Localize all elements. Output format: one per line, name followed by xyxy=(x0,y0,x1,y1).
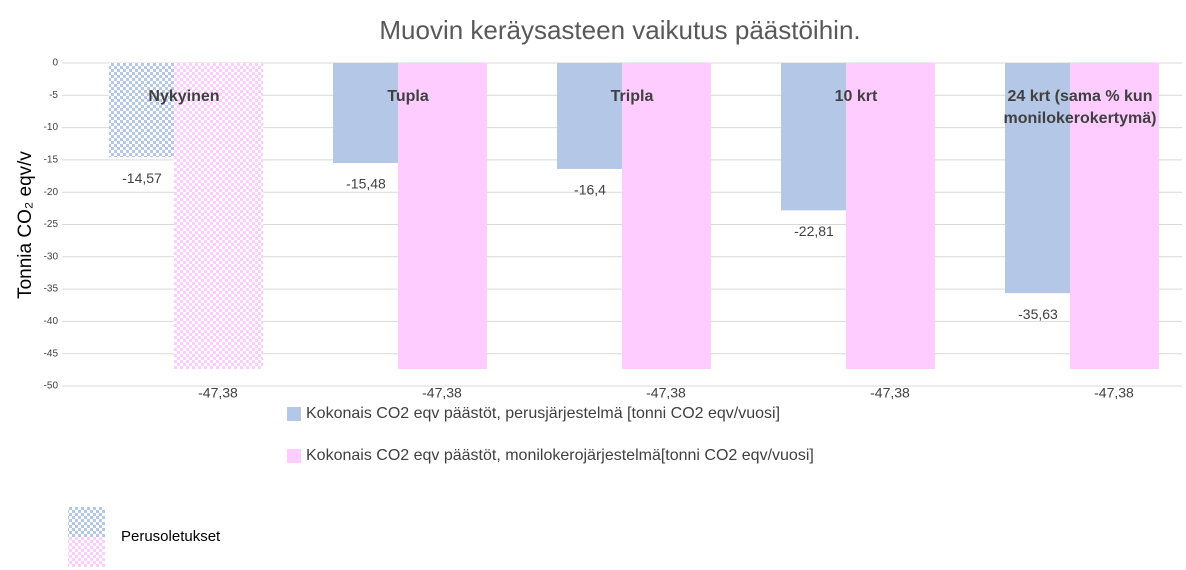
bar xyxy=(109,63,174,158)
y-tick-label: -20 xyxy=(44,187,59,198)
data-label: -47,38 xyxy=(422,385,462,401)
category-label: 24 krt (sama % kun monilokerokertymä) xyxy=(1003,88,1157,127)
legend-swatch xyxy=(287,407,301,421)
data-label: -16,4 xyxy=(574,182,606,198)
legend-label: Kokonais CO2 eqv päästöt, perusjärjestel… xyxy=(306,405,780,422)
data-label: -22,81 xyxy=(794,223,834,239)
pattern-legend-label: Perusoletukset xyxy=(121,528,221,545)
y-tick-label: -35 xyxy=(44,284,59,295)
chart-title: Muovin keräysasteen vaikutus päästöihin. xyxy=(379,15,860,45)
category-label: Nykyinen xyxy=(148,88,220,105)
bar xyxy=(1070,63,1159,370)
legend-label: Kokonais CO2 eqv päästöt, monilokerojärj… xyxy=(306,447,814,464)
bar xyxy=(1005,63,1070,294)
y-tick-label: 0 xyxy=(52,58,58,69)
data-label: -47,38 xyxy=(198,385,238,401)
data-label: -47,38 xyxy=(1094,385,1134,401)
bar xyxy=(622,63,711,370)
y-axis-label: Tonnia CO₂ eqv/v xyxy=(15,151,36,299)
pattern-swatch xyxy=(68,537,105,567)
legend-swatch xyxy=(287,449,301,463)
data-label: -14,57 xyxy=(122,170,162,186)
bar xyxy=(398,63,487,370)
y-tick-label: -45 xyxy=(44,348,59,359)
bar xyxy=(333,63,398,164)
bar xyxy=(174,63,263,370)
category-label: Tripla xyxy=(610,88,654,105)
y-tick-label: -50 xyxy=(44,381,59,392)
bar xyxy=(557,63,622,169)
y-tick-label: -10 xyxy=(44,122,59,133)
data-label: -35,63 xyxy=(1018,306,1058,322)
y-tick-label: -15 xyxy=(44,155,59,166)
y-tick-label: -25 xyxy=(44,219,59,230)
data-label: -47,38 xyxy=(646,385,686,401)
category-label: 10 krt xyxy=(834,88,878,105)
pattern-swatch xyxy=(68,507,105,537)
y-tick-label: -5 xyxy=(49,90,58,101)
y-tick-label: -30 xyxy=(44,251,59,262)
bar xyxy=(781,63,846,211)
y-tick-label: -40 xyxy=(44,316,59,327)
category-label: Tupla xyxy=(387,88,429,105)
bar xyxy=(846,63,935,370)
data-label: -15,48 xyxy=(346,176,386,192)
data-label: -47,38 xyxy=(870,385,910,401)
